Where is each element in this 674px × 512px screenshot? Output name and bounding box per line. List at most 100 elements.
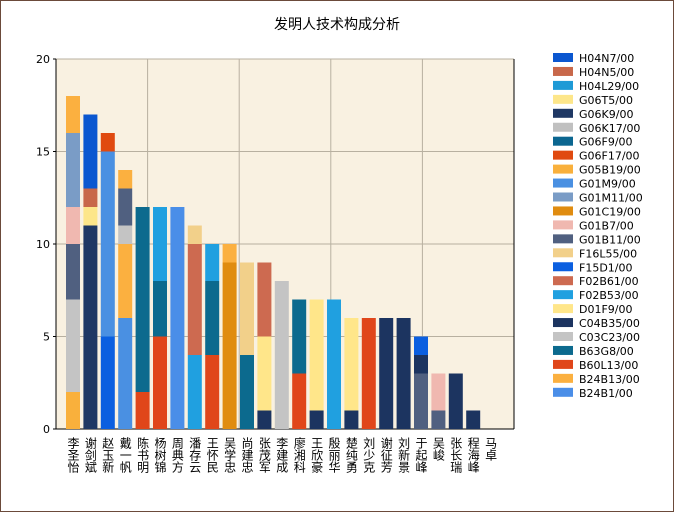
category-label: 谢剑斌 [83,436,97,473]
bar-segment [257,262,272,337]
legend-label: H04L29/00 [579,80,639,93]
legend-label: G01C19/00 [579,205,641,218]
category-label: 王怀民 [205,437,219,474]
category-label: 周典方 [170,437,184,474]
bar-segment [118,318,133,429]
bar-segment [187,244,202,355]
bar-segment [205,244,220,281]
bar-segment [83,188,98,207]
legend-label: H04N7/00 [579,52,634,65]
bar-segment [257,336,272,411]
bar-segment [187,225,202,244]
bar-segment [135,392,150,429]
bar-segment [83,207,98,226]
category-label: 于起峰 [414,437,428,473]
legend-swatch [553,276,573,286]
category-label: 吴峻 [431,437,445,461]
bar-segment [414,336,428,355]
bar-segment [153,207,167,281]
legend-swatch [553,262,573,272]
bar-segment [379,318,394,429]
legend-swatch [553,122,573,132]
bar-segment [83,225,98,429]
bar-segment [414,355,428,374]
legend-label: G05B19/00 [579,164,641,177]
legend-label: G06T5/00 [579,94,633,107]
legend-label: C03C23/00 [579,331,640,344]
legend-swatch [553,234,573,244]
category-label: 马卓 [484,437,498,461]
legend-label: G06K17/00 [579,122,640,135]
legend-swatch [553,150,573,160]
y-tick-label: 20 [36,53,50,66]
legend-swatch [553,248,573,258]
category-label: 赵玉新 [101,437,115,473]
legend-label: F16L55/00 [579,247,637,260]
category-label: 潘存云 [188,437,202,474]
category-label: 李建成 [275,436,289,474]
bar-segment [66,133,80,207]
bar-segment [222,244,237,263]
legend-swatch [553,332,573,341]
category-label: 李圣怡 [66,436,80,473]
bar-segment [170,207,185,429]
legend-swatch [553,108,573,118]
bar-segment [309,299,324,411]
y-tick-label: 10 [36,238,50,251]
bar-segment [466,410,481,429]
legend-swatch [553,290,573,300]
bar-segment [240,262,254,355]
y-tick-label: 0 [43,423,50,436]
legend-label: G06F9/00 [579,136,633,149]
bar-segment [66,207,80,244]
legend-swatch [553,178,573,188]
legend-label: B60L13/00 [579,359,638,372]
bar-segment [205,355,220,429]
bar-segment [118,188,133,207]
bar-segment [431,373,446,411]
category-label: 廖湘科 [292,436,306,473]
legend-label: G01M11/00 [579,192,643,205]
legend-swatch [553,387,573,397]
bar-segment [83,114,98,189]
bar-segment [361,318,376,429]
legend-label: G01B11/00 [579,233,641,246]
bar-segment [118,244,133,318]
bar-segment [396,318,411,429]
category-label: 陈书明 [136,436,150,474]
bar-segment [292,299,307,374]
legend-label: C04B35/00 [579,317,640,330]
legend-label: F02B61/00 [579,275,639,288]
bar-segment [153,336,167,429]
legend-swatch [553,220,573,230]
category-label: 刘少克 [362,437,376,474]
legend-swatch [553,80,573,90]
legend-swatch [553,304,573,314]
legend-label: G06K9/00 [579,108,633,121]
legend-label: B24B13/00 [579,373,640,386]
bar-segment [66,96,80,133]
category-label: 尚建忠 [240,437,254,473]
bar-segment [135,207,150,392]
category-label: 吴学忠 [223,437,237,473]
legend-swatch [553,192,573,202]
bar-segment [292,373,307,429]
bar-segment [448,373,463,429]
legend-label: G06F17/00 [579,150,640,163]
category-label: 杨树锦 [153,436,167,473]
bar-segment [66,299,80,392]
legend-label: G01B7/00 [579,219,634,232]
legend-label: G01M9/00 [579,178,636,191]
bar-segment [66,244,80,300]
bar-segment [205,281,220,355]
category-label: 程海峰 [466,436,480,473]
chart-title: 发明人技术构成分析 [274,17,400,33]
legend-swatch [553,206,573,216]
bar-segment [100,133,115,152]
bar-segment [344,410,359,429]
legend-swatch [553,359,573,369]
bar-segment [431,410,446,429]
legend-swatch [553,373,573,383]
category-label: 殷丽华 [327,437,341,473]
